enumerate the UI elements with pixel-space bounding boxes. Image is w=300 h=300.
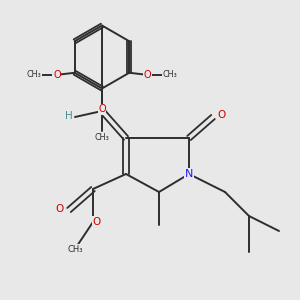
Text: O: O	[53, 70, 61, 80]
Text: O: O	[143, 70, 151, 80]
Text: CH₃: CH₃	[67, 244, 83, 253]
Text: O: O	[98, 104, 106, 115]
Text: H: H	[64, 111, 72, 122]
Text: CH₃: CH₃	[26, 70, 41, 79]
Text: O: O	[92, 217, 101, 227]
Text: N: N	[185, 169, 193, 179]
Text: O: O	[56, 203, 64, 214]
Text: CH₃: CH₃	[163, 70, 178, 79]
Text: CH₃: CH₃	[94, 133, 110, 142]
Text: O: O	[217, 110, 226, 120]
